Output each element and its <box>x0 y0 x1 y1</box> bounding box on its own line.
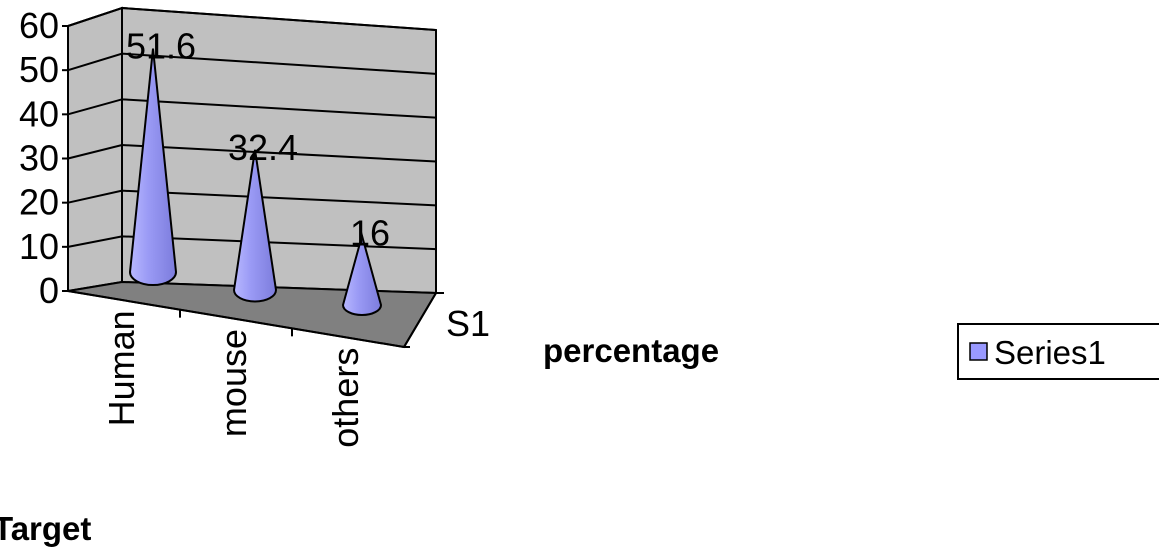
x-tick-label: mouse <box>213 329 254 437</box>
depth-axis: S1 <box>403 292 490 348</box>
depth-axis-label: S1 <box>446 303 490 344</box>
depth-axis-line <box>403 292 437 348</box>
cone-human <box>128 48 178 286</box>
gridline <box>67 235 437 251</box>
data-labels: 51.6 32.4 16 <box>126 26 390 254</box>
x-axis-line <box>67 290 405 348</box>
x-tick-label: Human <box>101 310 142 426</box>
gridline <box>67 189 437 207</box>
gridlines <box>67 6 437 251</box>
gridline <box>67 52 437 75</box>
y-tick-label: 50 <box>19 49 59 90</box>
chart-side-wall <box>67 6 123 293</box>
x-axis-title: Target <box>0 510 91 547</box>
legend: Series1 <box>957 323 1159 380</box>
x-tick-label: others <box>325 348 366 448</box>
legend-label-series1: Series1 <box>994 334 1106 371</box>
y-tick-label: 40 <box>19 93 59 134</box>
data-label: 51.6 <box>126 26 196 67</box>
x-axis: Human mouse others <box>67 290 405 448</box>
y-tick-label: 60 <box>19 5 59 46</box>
y-tick-label: 10 <box>19 226 59 267</box>
y-tick-label: 20 <box>19 182 59 223</box>
gridline <box>67 98 437 119</box>
y-tick-label: 0 <box>39 270 59 311</box>
legend-swatch-series1 <box>969 342 988 361</box>
gridline <box>67 143 437 163</box>
y-tick-label: 30 <box>19 138 59 179</box>
chart-series <box>128 48 383 316</box>
gridline <box>67 6 437 31</box>
data-label: 16 <box>350 213 390 254</box>
data-label: 32.4 <box>228 127 298 168</box>
cone-mouse <box>232 149 278 303</box>
y-axis-title: percentage <box>543 332 719 369</box>
cone-others <box>341 231 383 316</box>
legend-box <box>957 323 1159 380</box>
